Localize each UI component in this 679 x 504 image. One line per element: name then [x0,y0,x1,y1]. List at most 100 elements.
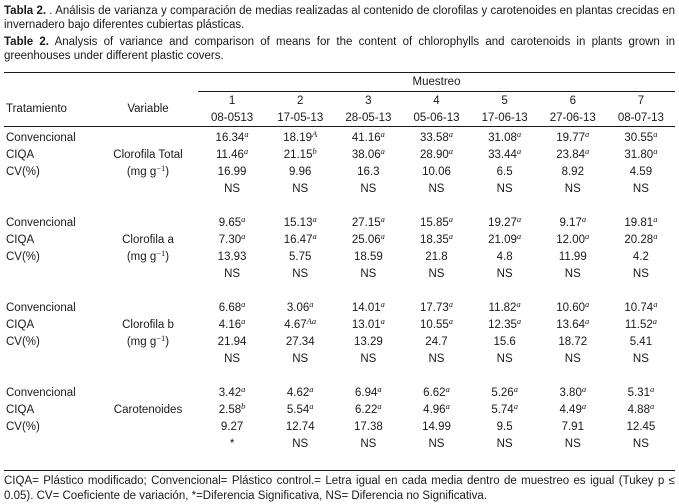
tukey-letter: a [243,145,249,156]
value-cell: 30.55a [624,128,658,144]
variable-cell: (mg g−1) [126,332,170,348]
value-cell: 33.44a [488,145,522,161]
value-cell: 20.28a [624,230,658,246]
value-cell: 31.08a [488,128,522,144]
data-row: Convencional 3.42a 4.62a 6.94a 6.62a 5.26a 3.8… [4,384,675,401]
tukey-letter: a [448,213,453,224]
treatment-cell [4,265,98,282]
variable-cell: (mg g−1) [126,162,170,178]
tukey-letter: b [312,145,317,156]
value-cell: NS [496,267,513,280]
value-cell: 6.68a [218,298,246,314]
value-cell: NS [496,437,513,450]
tukey-letter: a [653,213,658,224]
tukey-letter: a [312,230,317,241]
value-cell: NS [428,352,445,365]
tukey-letter: a [581,400,587,411]
value-cell: 4.88a [627,400,655,416]
value-cell: 5.31a [627,383,655,399]
value-cell: 15.85a [419,213,453,229]
tukey-letter: a [649,400,655,411]
data-row: * NS NS NS NS NS NS [4,435,675,452]
variable-cell [98,350,198,367]
value-cell: * [229,437,235,450]
tukey-letter: a [653,298,658,309]
value-cell: 3.06a [286,298,314,314]
data-row: CIQA Clorofila a 7.30a 16.47a 25.06a 18.35a 21… [4,231,675,248]
value-cell: 13.01a [351,315,385,331]
value-cell: 21.8 [425,250,448,263]
value-cell: 27.34 [285,335,315,348]
value-cell: 10.55a [419,315,453,331]
value-cell: 8.92 [561,165,584,178]
value-cell: 9.17a [559,213,587,229]
muestreo-header: Muestreo [198,72,675,92]
treatment-cell: CIQA [6,148,35,161]
value-cell: 9.27 [220,420,244,433]
value-cell: NS [292,352,309,365]
sample-number: 3 [365,94,372,107]
data-row: CIQA Clorofila Total 11.46a 21.15b 38.06a 28.… [4,146,675,163]
value-cell: 15.6 [493,335,516,348]
value-cell: 25.06a [351,230,385,246]
value-cell: 13.93 [217,250,247,263]
value-cell: 11.99 [558,250,587,263]
value-cell: 4.59 [629,165,653,178]
sample-number: 1 [228,94,236,107]
value-cell: 38.06a [351,145,385,161]
tukey-letter: a [516,213,522,224]
value-cell: 12.00a [556,230,590,246]
treatment-cell: CIQA [6,318,35,331]
caption-spanish-text: . Análisis de varianza y comparación de … [4,5,675,31]
value-cell: 9.96 [289,165,312,178]
value-cell: 4.49a [559,400,587,416]
sample-date: 17-05-13 [266,109,335,127]
value-cell: 15.13a [283,213,317,229]
value-cell: 12.45 [626,420,656,433]
value-cell: 4.96a [423,400,450,416]
value-cell: 9.5 [496,420,513,433]
value-cell: 6.5 [496,165,513,178]
data-row: CV(%) (mg g−1) 13.93 5.75 18.59 21.8 4.8 11.99 4… [4,248,675,265]
variable-cell [98,418,198,435]
data-row: CV(%) 9.27 12.74 17.38 14.99 9.5 7.91 12.45 [4,418,675,435]
tukey-letter: a [513,400,518,411]
value-cell: 16.99 [217,165,247,178]
value-cell: 24.7 [425,335,448,348]
tukey-letter: Aa [306,315,317,326]
value-cell: 14.99 [422,420,451,433]
value-cell: 4.2 [632,250,649,263]
tukey-letter: a [585,145,590,156]
tukey-letter: a [312,213,317,224]
tukey-letter: a [380,128,385,139]
value-cell: NS [428,267,445,280]
tukey-letter: a [513,383,518,394]
tukey-letter: a [516,315,522,326]
value-cell: 9.65a [218,213,246,229]
tukey-letter: a [585,230,590,241]
value-cell: 13.29 [353,335,383,348]
data-row: Convencional 6.68a 3.06a 14.01a 17.73a 11.82a… [4,299,675,316]
value-cell: 14.01a [351,298,385,314]
treatment-cell: CIQA [6,233,35,246]
data-row: CIQA Carotenoides 2.58b 5.54a 6.22a 4.96a 5.74… [4,401,675,418]
value-cell: 12.35a [488,315,522,331]
tukey-letter: a [516,230,522,241]
value-cell: 18.59 [353,250,383,263]
tukey-letter: a [448,128,453,139]
tukey-letter: a [241,213,246,224]
treatment-cell: CIQA [6,403,35,416]
data-row: CV(%) (mg g−1) 21.94 27.34 13.29 24.7 15.6 18.7… [4,333,675,350]
spacer-row [4,197,675,214]
value-cell: NS [292,267,309,280]
variable-cell: (mg g−1) [126,247,170,263]
caption-english: Table 2. Analysis of variance and compar… [4,36,675,63]
value-cell: NS [564,267,581,280]
value-cell: 17.73a [419,298,453,314]
data-row: NS NS NS NS NS NS NS [4,180,675,197]
value-cell: 4.8 [496,250,513,263]
value-cell: 17.38 [353,420,383,433]
variable-cell [98,180,198,197]
value-cell: 31.80a [624,145,658,161]
value-cell: NS [428,437,445,450]
